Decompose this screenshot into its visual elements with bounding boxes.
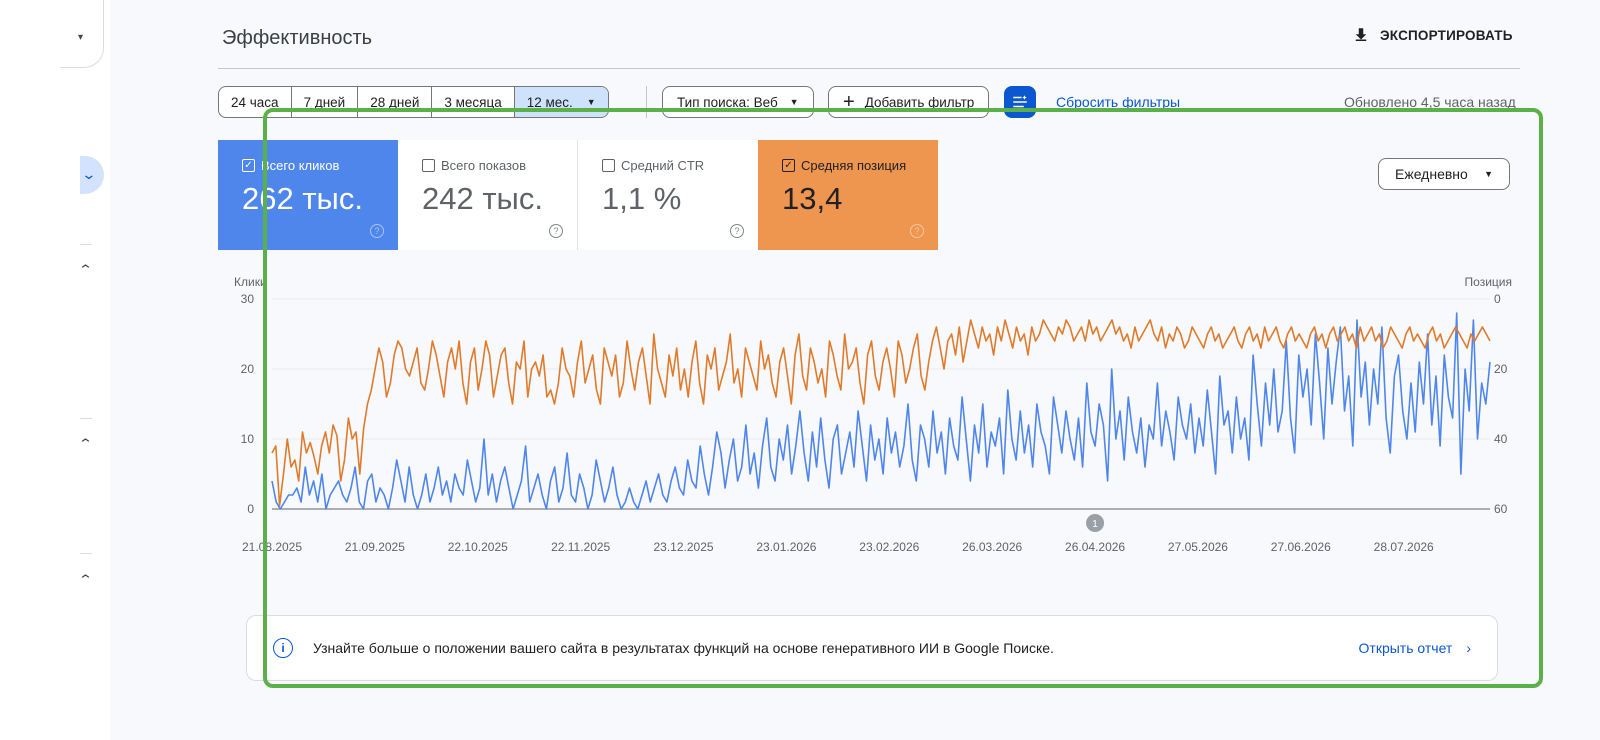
tune-icon	[1013, 95, 1027, 108]
card-total-impressions[interactable]: Всего показов 242 тыс. ?	[398, 140, 578, 250]
reset-filters-link[interactable]: Сбросить фильтры	[1056, 94, 1181, 110]
nav-divider	[80, 553, 92, 554]
help-icon[interactable]: ?	[549, 224, 563, 238]
header-divider	[218, 68, 1520, 69]
card-label: Всего показов	[441, 158, 526, 173]
checkbox-unchecked	[422, 159, 435, 172]
add-filter-button[interactable]: + Добавить фильтр	[828, 86, 990, 118]
checkbox-checked: ✓	[242, 159, 255, 172]
x-tick: 21.09.2025	[345, 540, 405, 554]
nav-divider	[80, 244, 92, 245]
y-tick-right: 0	[1494, 292, 1501, 306]
range-3m[interactable]: 3 месяца	[432, 87, 515, 117]
ai-features-info-card: i Узнайте больше о положении вашего сайт…	[246, 615, 1498, 681]
chevron-right-icon: ›	[1466, 640, 1471, 656]
property-selector[interactable]: ▾	[60, 0, 104, 68]
x-tick: 26.03.2026	[962, 540, 1022, 554]
chevron-up-icon[interactable]: ⌃	[77, 572, 94, 587]
y-tick-left: 20	[241, 362, 255, 376]
left-nav: ▾ ⌄ ⌃ ⌃ ⌃	[0, 0, 110, 740]
range-12m-label: 12 мес.	[526, 94, 573, 110]
card-avg-ctr[interactable]: Средний CTR 1,1 % ?	[578, 140, 758, 250]
range-24h[interactable]: 24 часа	[219, 87, 292, 117]
dropdown-triangle-icon: ▼	[789, 97, 799, 107]
page-title: Эффективность	[222, 27, 373, 49]
download-icon	[1355, 28, 1367, 41]
x-tick: 23.12.2025	[654, 540, 714, 554]
x-tick: 22.10.2025	[448, 540, 508, 554]
y-tick-right: 40	[1494, 432, 1508, 446]
clicks-series-line	[271, 312, 1491, 510]
dropdown-triangle-icon: ▾	[78, 32, 84, 43]
help-icon[interactable]: ?	[370, 224, 384, 238]
export-button[interactable]: ЭКСПОРТИРОВАТЬ	[1352, 26, 1513, 44]
x-tick: 22.11.2025	[551, 540, 610, 554]
search-type-filter[interactable]: Тип поиска: Веб ▼	[662, 86, 814, 118]
x-tick: 23.02.2026	[859, 540, 919, 554]
x-tick: 26.04.2026	[1065, 540, 1125, 554]
plus-icon: +	[843, 90, 855, 113]
chevron-down-icon: ⌄	[81, 166, 97, 182]
dropdown-triangle-icon: ▼	[1484, 169, 1493, 179]
card-value: 262 тыс.	[242, 181, 363, 216]
filter-divider	[646, 86, 647, 118]
date-range-selector: 24 часа 7 дней 28 дней 3 месяца 12 мес. ▼	[218, 86, 609, 118]
dropdown-triangle-icon: ▼	[586, 97, 596, 107]
info-text: Узнайте больше о положении вашего сайта …	[313, 640, 1054, 656]
tune-button[interactable]	[1004, 86, 1036, 118]
range-28d[interactable]: 28 дней	[358, 87, 433, 117]
card-label: Средний CTR	[621, 158, 705, 173]
y-tick-right: 60	[1494, 502, 1508, 516]
annotation-marker	[1086, 514, 1105, 532]
y-axis-label-left: Клики	[234, 275, 267, 289]
chevron-up-icon[interactable]: ⌃	[77, 262, 94, 277]
open-report-label: Открыть отчет	[1358, 640, 1453, 656]
granularity-select[interactable]: Ежедневно ▼	[1378, 158, 1510, 190]
range-12m[interactable]: 12 мес. ▼	[514, 87, 608, 117]
x-tick: 27.06.2026	[1271, 540, 1331, 554]
nav-divider	[80, 418, 92, 419]
x-tick: 28.07.2026	[1374, 540, 1434, 554]
info-icon: i	[273, 638, 293, 658]
range-7d[interactable]: 7 дней	[292, 87, 359, 117]
checkbox-unchecked	[602, 159, 615, 172]
y-tick-left: 30	[241, 292, 255, 306]
y-tick-right: 20	[1494, 362, 1508, 376]
chevron-up-icon[interactable]: ⌃	[77, 436, 94, 451]
card-avg-position[interactable]: ✓ Средняя позиция 13,4 ?	[758, 140, 938, 250]
position-series-line	[271, 319, 1491, 507]
card-value: 1,1 %	[602, 181, 682, 216]
x-tick: 27.05.2026	[1168, 540, 1228, 554]
open-report-link[interactable]: Открыть отчет ›	[1359, 640, 1471, 656]
card-label: Всего кликов	[261, 158, 340, 173]
card-value: 13,4	[782, 181, 843, 216]
granularity-label: Ежедневно	[1395, 166, 1468, 182]
help-icon[interactable]: ?	[910, 224, 924, 238]
card-label: Средняя позиция	[801, 158, 907, 173]
x-tick: 21.08.2025	[242, 540, 302, 554]
y-axis-label-right: Позиция	[1465, 275, 1512, 289]
search-type-label: Тип поиска: Веб	[677, 94, 778, 110]
add-filter-label: Добавить фильтр	[864, 94, 975, 110]
annotation-label: 1	[1092, 519, 1098, 530]
y-tick-left: 0	[247, 502, 254, 516]
help-icon[interactable]: ?	[730, 224, 744, 238]
updated-status: Обновлено 4,5 часа назад	[1344, 94, 1516, 110]
card-value: 242 тыс.	[422, 181, 543, 216]
checkbox-checked: ✓	[782, 159, 795, 172]
x-tick: 23.01.2026	[756, 540, 816, 554]
card-total-clicks[interactable]: ✓ Всего кликов 262 тыс. ?	[218, 140, 398, 250]
y-tick-left: 10	[241, 432, 255, 446]
export-label: ЭКСПОРТИРОВАТЬ	[1380, 27, 1513, 43]
